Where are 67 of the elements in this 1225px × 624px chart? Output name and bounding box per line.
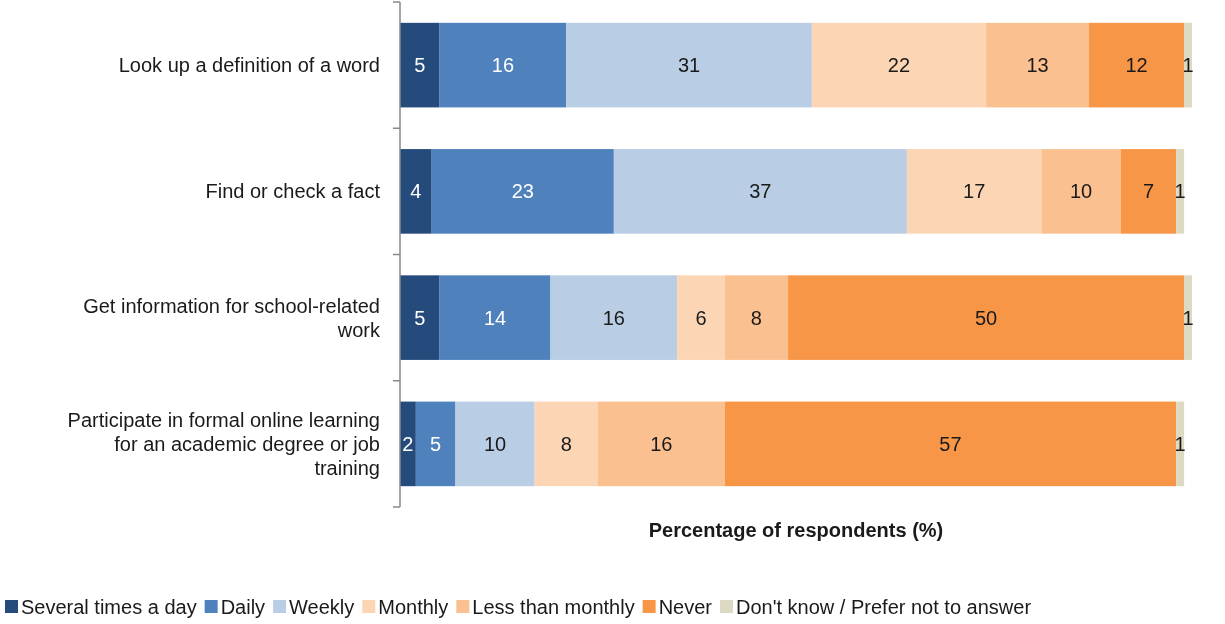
data-label: 5: [414, 54, 426, 77]
y-tick-label: Participate in formal online learning for an academic degree or job training: [67, 408, 380, 479]
bar: [811, 22, 987, 108]
bar: [400, 22, 440, 108]
data-label: 57: [939, 432, 962, 455]
data-label: 31: [677, 54, 701, 77]
data-label: 17: [963, 180, 986, 203]
y-tick-label: Look up a definition of a word: [118, 54, 380, 77]
bar: [566, 22, 812, 108]
bar: [613, 149, 907, 234]
data-label: 7: [1142, 180, 1154, 203]
bar: [1041, 149, 1121, 234]
data-label: 50: [974, 306, 998, 329]
data-label: 1: [1182, 306, 1194, 329]
data-label: 16: [491, 54, 515, 77]
bar: [724, 401, 1177, 487]
data-label: 1: [1182, 54, 1194, 77]
data-label: 1: [1174, 432, 1186, 455]
bar: [788, 275, 1185, 360]
bar: [439, 22, 567, 108]
legend-label: Less than monthly: [472, 596, 635, 618]
data-label: 37: [749, 180, 772, 203]
data-label: 1: [1174, 180, 1186, 203]
bar: [1176, 149, 1185, 234]
x-axis-title: Percentage of respondents (%): [648, 519, 944, 541]
legend-label: Daily: [220, 596, 266, 618]
bar: [1184, 22, 1192, 108]
data-label: 12: [1125, 54, 1148, 77]
bar: [400, 149, 432, 234]
bar: [986, 22, 1090, 108]
y-tick-label: Find or check a fact: [205, 180, 381, 203]
bar: [906, 149, 1042, 234]
bar: [724, 275, 789, 360]
bar: [534, 401, 598, 487]
data-label: 2: [402, 432, 414, 455]
data-label: 8: [750, 306, 762, 329]
bar: [455, 401, 535, 487]
data-label: 4: [410, 180, 422, 203]
data-label: 16: [602, 306, 625, 329]
bar: [550, 275, 678, 360]
bar: [1176, 401, 1185, 487]
data-label: 5: [430, 432, 442, 455]
bar: [415, 401, 456, 487]
legend-label: Weekly: [289, 596, 355, 618]
data-label: 10: [483, 432, 507, 455]
bar: [439, 275, 551, 360]
data-label: 8: [560, 432, 572, 455]
data-label: 5: [414, 306, 426, 329]
legend-label: Several times a day: [21, 596, 197, 618]
data-label: 14: [483, 306, 507, 329]
data-label: 22: [887, 54, 911, 77]
bar: [1089, 22, 1185, 108]
bar: [598, 401, 725, 487]
y-tick-label: Get information for school-related work: [83, 294, 381, 341]
bar: [1184, 275, 1192, 360]
data-label: 6: [695, 306, 707, 329]
legend-label: Don't know / Prefer not to answer: [735, 596, 1032, 618]
data-label: 23: [511, 180, 534, 203]
data-label: 13: [1026, 54, 1049, 77]
legend-label: Never: [658, 596, 713, 618]
bar: [677, 275, 725, 360]
data-label: 10: [1069, 180, 1093, 203]
bar: [400, 275, 440, 360]
data-label: 16: [650, 432, 673, 455]
bar: [1120, 149, 1177, 234]
legend-label: Monthly: [378, 596, 449, 618]
bar: [431, 149, 614, 234]
